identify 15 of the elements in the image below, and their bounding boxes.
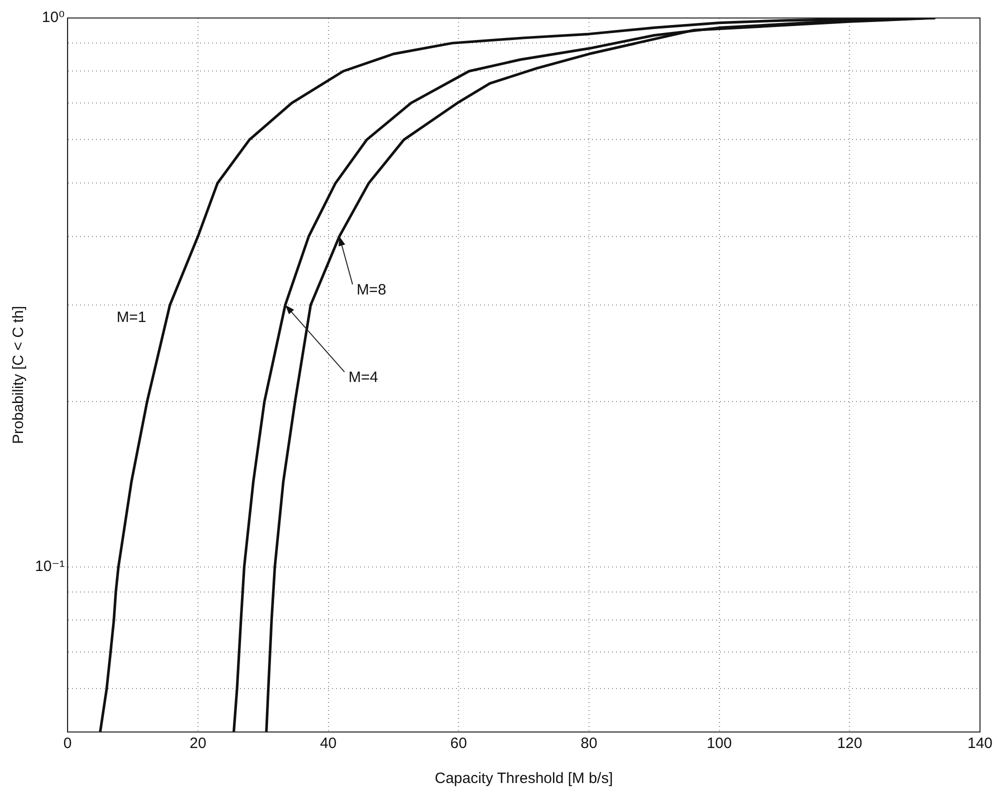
x-tick-label: 40 bbox=[320, 735, 337, 752]
x-tick-label: 80 bbox=[580, 735, 598, 752]
y-tick-label: 10⁰ bbox=[42, 9, 65, 26]
x-tick-label: 0 bbox=[63, 735, 72, 752]
y-tick-label: 10⁻¹ bbox=[34, 558, 65, 575]
x-tick-label: 100 bbox=[706, 735, 732, 752]
x-axis-title: Capacity Threshold [M b/s] bbox=[434, 770, 613, 788]
annotation: M=1 bbox=[116, 309, 146, 326]
x-tick-label: 120 bbox=[837, 735, 862, 752]
annotation: M=8 bbox=[356, 282, 386, 299]
annotation: M=4 bbox=[348, 369, 378, 386]
y-axis-title: Probability [C < C th] bbox=[10, 306, 28, 444]
x-tick-label: 20 bbox=[190, 735, 206, 752]
x-tick-label: 140 bbox=[967, 735, 993, 752]
x-tick-label: 60 bbox=[450, 735, 467, 752]
